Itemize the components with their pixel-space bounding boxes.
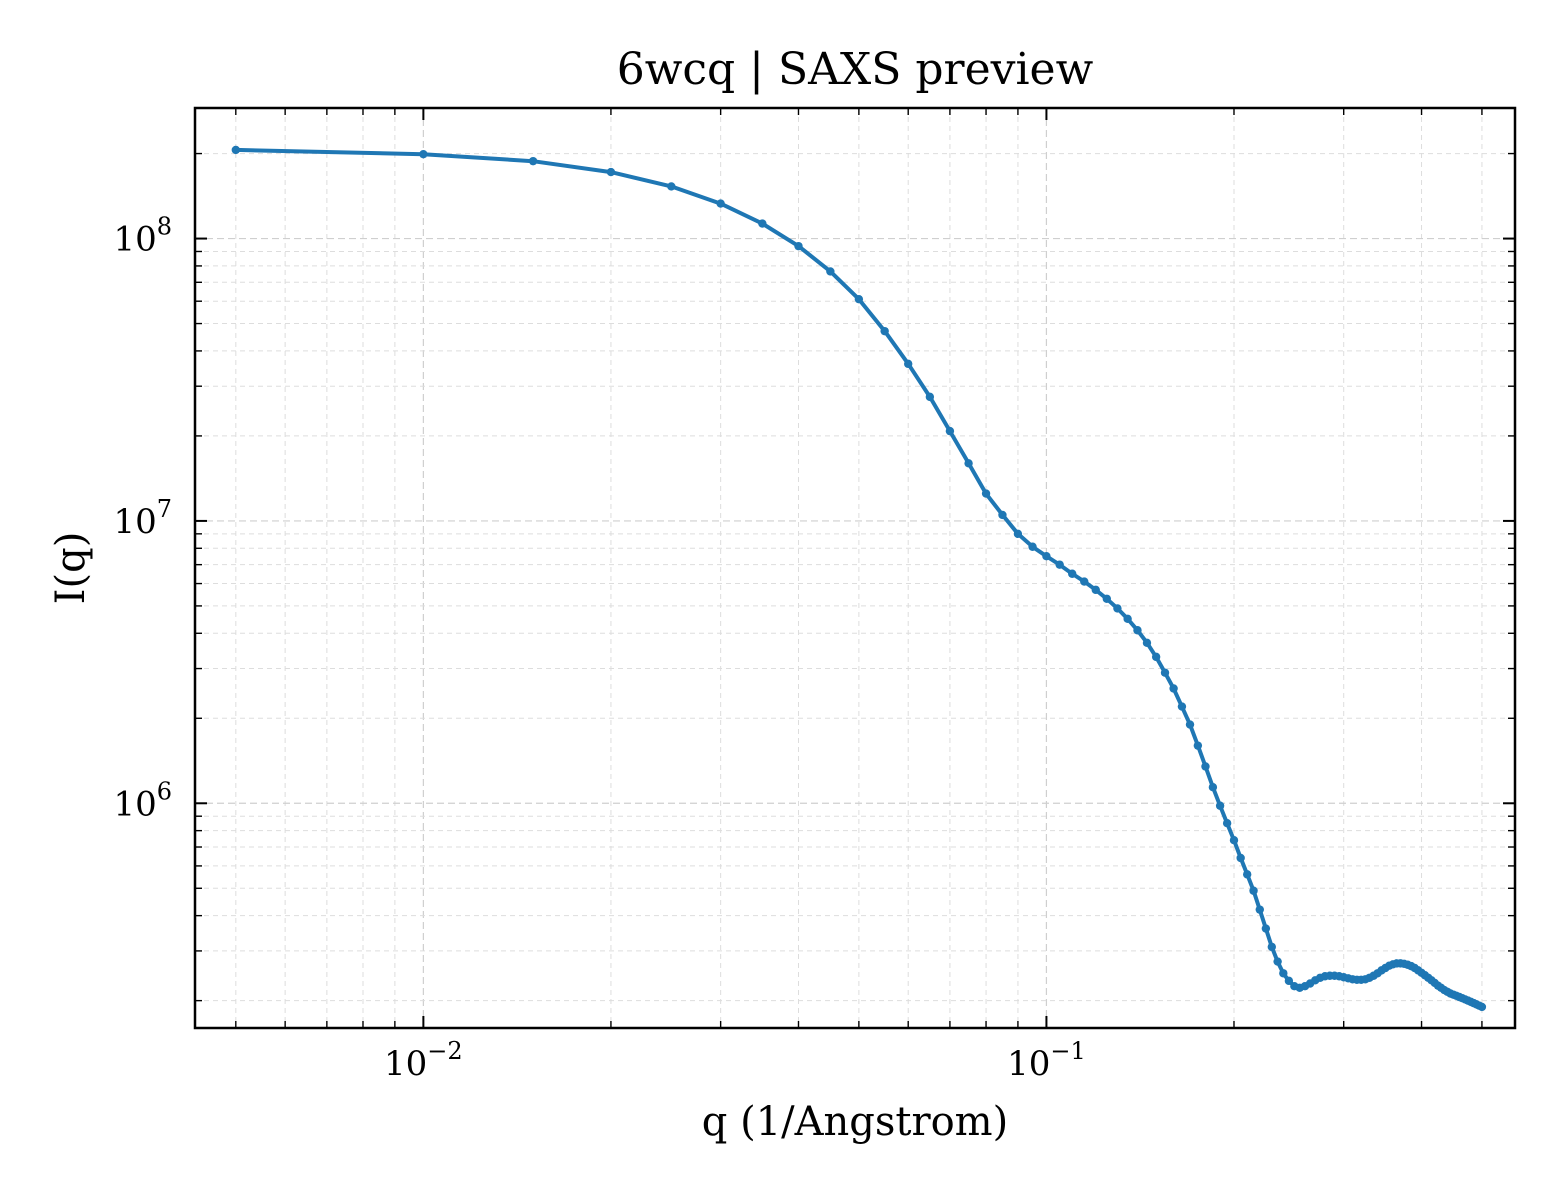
- data-point: [1201, 762, 1210, 771]
- data-point: [1267, 942, 1277, 952]
- y-tick-exponent: 6: [157, 777, 172, 805]
- data-point: [998, 510, 1007, 520]
- x-tick-exponent: −1: [1050, 1037, 1085, 1065]
- data-point: [1242, 870, 1252, 879]
- y-tick-base: 10: [113, 784, 156, 824]
- y-tick-base: 10: [113, 220, 156, 260]
- grid-lines: [195, 108, 1515, 1028]
- data-point: [1080, 577, 1089, 586]
- x-axis-label: q (1/Angstrom): [702, 1099, 1008, 1145]
- x-tick-base: 10: [384, 1044, 427, 1084]
- data-point: [1261, 924, 1271, 933]
- data-point: [1229, 836, 1239, 845]
- data-point: [1091, 585, 1100, 595]
- data-point: [528, 156, 538, 166]
- data-point: [1222, 819, 1232, 828]
- data-point: [1133, 626, 1142, 635]
- data-point: [231, 145, 241, 155]
- data-point: [904, 359, 913, 369]
- data-point: [1208, 783, 1218, 792]
- data-point: [667, 182, 676, 191]
- data-point: [1102, 594, 1112, 603]
- data-point: [1273, 957, 1282, 966]
- data-point: [1142, 638, 1152, 648]
- data-point: [945, 426, 955, 436]
- y-tick-label: 108: [113, 213, 172, 260]
- data-point: [1193, 741, 1203, 750]
- data-point: [1185, 720, 1195, 729]
- data-point: [1113, 604, 1122, 613]
- x-tick-label: 10−2: [384, 1037, 463, 1084]
- data-point: [758, 219, 767, 228]
- data-point: [1042, 551, 1051, 561]
- data-point: [854, 294, 864, 304]
- data-point: [419, 149, 428, 159]
- data-point: [1249, 886, 1258, 895]
- data-point: [1177, 702, 1187, 711]
- data-point: [606, 167, 616, 177]
- x-tick-exponent: −2: [427, 1037, 462, 1065]
- series-layer: [231, 145, 1487, 1012]
- y-tick-label: 107: [113, 495, 172, 542]
- y-tick-exponent: 7: [157, 495, 172, 523]
- plot-frame: [193, 106, 1517, 1030]
- data-point: [1028, 542, 1037, 551]
- data-point: [1068, 569, 1077, 578]
- series-markers: [231, 145, 1487, 1012]
- data-point: [1279, 969, 1288, 978]
- data-point: [880, 326, 889, 336]
- data-point: [1055, 560, 1064, 569]
- y-tick-exponent: 8: [157, 213, 172, 241]
- data-point: [981, 489, 991, 498]
- x-tick-labels: 10−2 10−1: [384, 1037, 1086, 1084]
- y-tick-label: 106: [113, 777, 172, 824]
- data-point: [1013, 529, 1023, 539]
- data-point: [716, 199, 725, 208]
- data-point: [826, 267, 835, 276]
- data-point: [1477, 1002, 1487, 1012]
- x-tick-label: 10−1: [1007, 1037, 1086, 1084]
- data-point: [1284, 976, 1294, 986]
- data-point: [1169, 684, 1178, 693]
- data-point: [794, 241, 803, 251]
- y-axis-label: I(q): [48, 532, 94, 605]
- data-point: [925, 392, 935, 402]
- data-point: [1151, 652, 1161, 662]
- y-tick-base: 10: [113, 502, 156, 542]
- data-point: [1255, 905, 1264, 914]
- data-point: [964, 459, 973, 468]
- data-point: [1123, 614, 1132, 624]
- chart-title: 6wcq | SAXS preview: [617, 44, 1094, 95]
- x-tick-base: 10: [1007, 1044, 1050, 1084]
- data-point: [1160, 668, 1170, 677]
- data-point: [1236, 853, 1245, 863]
- data-point: [1215, 801, 1225, 810]
